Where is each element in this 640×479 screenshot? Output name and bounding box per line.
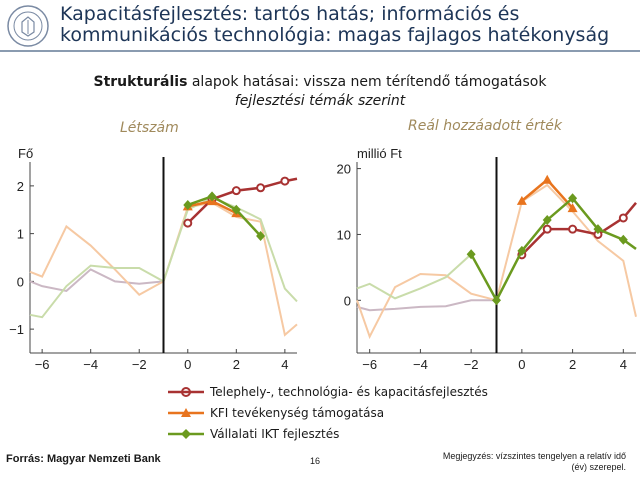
chart-subtitle-2: fejlesztési témák szerint: [234, 93, 406, 109]
legend-swatch-triangle: [168, 407, 204, 417]
panel1-ytick-label: 1: [17, 227, 24, 242]
legend-label-2: KFI tevékenység támogatása: [210, 405, 385, 420]
panel2-point-diamond: [568, 193, 578, 204]
panel2-xtick-label: −2: [464, 357, 479, 372]
panel2-point-circle: [618, 213, 628, 223]
panel1-xtick-label: 0: [184, 357, 191, 372]
panel1-ytick-label: 0: [17, 274, 24, 289]
panel2-xtick-label: 4: [620, 357, 627, 372]
panel1-ytick-label: −1: [9, 322, 24, 337]
panel2-xtick-label: 2: [569, 357, 576, 372]
legend-swatch-diamond: [168, 428, 204, 439]
panel1-point-diamond: [183, 199, 193, 210]
panel2-point-diamond: [517, 245, 527, 256]
panel2-ylabel: millió Ft: [357, 146, 402, 161]
mnb-seal-logo: [7, 5, 49, 47]
panel2-point-circle: [542, 224, 552, 234]
panel2-point-diamond: [492, 295, 501, 306]
panel1-faded-line-1: [29, 268, 164, 293]
subtitle-rest: alapok hatásai: vissza nem térítendő tám…: [187, 74, 547, 90]
panel1-xtick-label: −4: [83, 357, 98, 372]
chart-subtitle: Strukturális alapok hatásai: vissza nem …: [0, 74, 640, 90]
legend: Telephely-, technológia- és kapacitásfej…: [168, 381, 488, 444]
legend-label-1: Telephely-, technológia- és kapacitásfej…: [210, 384, 488, 399]
page-number: 16: [310, 456, 321, 466]
title-divider: [0, 50, 640, 52]
legend-swatch-circle: [168, 386, 204, 397]
panel2-ytick-label: 10: [337, 227, 351, 242]
panel2-xtick-label: −6: [362, 357, 377, 372]
panel1-point-diamond: [256, 231, 266, 242]
panel1-point-circle: [183, 218, 193, 228]
panel2-point-diamond: [593, 224, 603, 235]
legend-item-1: Telephely-, technológia- és kapacitásfej…: [168, 381, 488, 402]
panel2-xtick-label: 0: [518, 357, 525, 372]
source-note: Forrás: Magyar Nemzeti Bank: [6, 453, 161, 465]
panel2-point-triangle: [567, 203, 578, 213]
panel1-point-diamond: [231, 204, 241, 215]
panel2-point-diamond: [466, 249, 476, 260]
slide-title-line1: Kapacitásfejlesztés: tartós hatás; infor…: [60, 3, 520, 25]
panel1-point-circle: [256, 183, 266, 193]
legend-label-3: Vállalati IKT fejlesztés: [210, 426, 340, 441]
right-panel-title: Reál hozzáadott érték: [408, 118, 563, 134]
footnote: Megjegyzés: vízszintes tengelyen a relat…: [442, 451, 626, 472]
panel2-point-triangle: [542, 174, 553, 184]
slide-title: Kapacitásfejlesztés: tartós hatás; infor…: [60, 4, 636, 46]
panel1-xtick-label: −2: [132, 357, 147, 372]
slide-title-line2: kommunikációs technológia: magas fajlago…: [60, 24, 610, 46]
panel1-xtick-label: 2: [233, 357, 240, 372]
legend-item-2: KFI tevékenység támogatása: [168, 402, 488, 423]
panel1-point-circle: [231, 186, 241, 196]
panel2-point-circle: [568, 224, 578, 234]
left-panel-title: Létszám: [120, 120, 179, 136]
panel1-point-circle: [280, 176, 290, 186]
panel2-point-triangle: [516, 195, 527, 205]
panel2-faded-line-1: [356, 299, 497, 312]
panel2-point-diamond: [542, 214, 552, 225]
panel1-series-line-3: [187, 195, 262, 237]
panel2-ytick-label: 0: [344, 293, 351, 308]
panel1-xtick-label: 4: [281, 357, 288, 372]
panel1-ylabel: Fő: [18, 146, 33, 161]
panel2-point-diamond: [618, 234, 628, 245]
panel1-point-diamond: [207, 191, 217, 202]
panel1-ytick-label: 2: [17, 179, 24, 194]
panel2-xtick-label: −4: [413, 357, 428, 372]
subtitle-bold: Strukturális: [93, 74, 188, 90]
panel1-xtick-label: −6: [35, 357, 50, 372]
panel2-series-line-3: [470, 196, 637, 303]
panel2-ytick-label: 20: [337, 162, 351, 177]
legend-item-3: Vállalati IKT fejlesztés: [168, 423, 488, 444]
